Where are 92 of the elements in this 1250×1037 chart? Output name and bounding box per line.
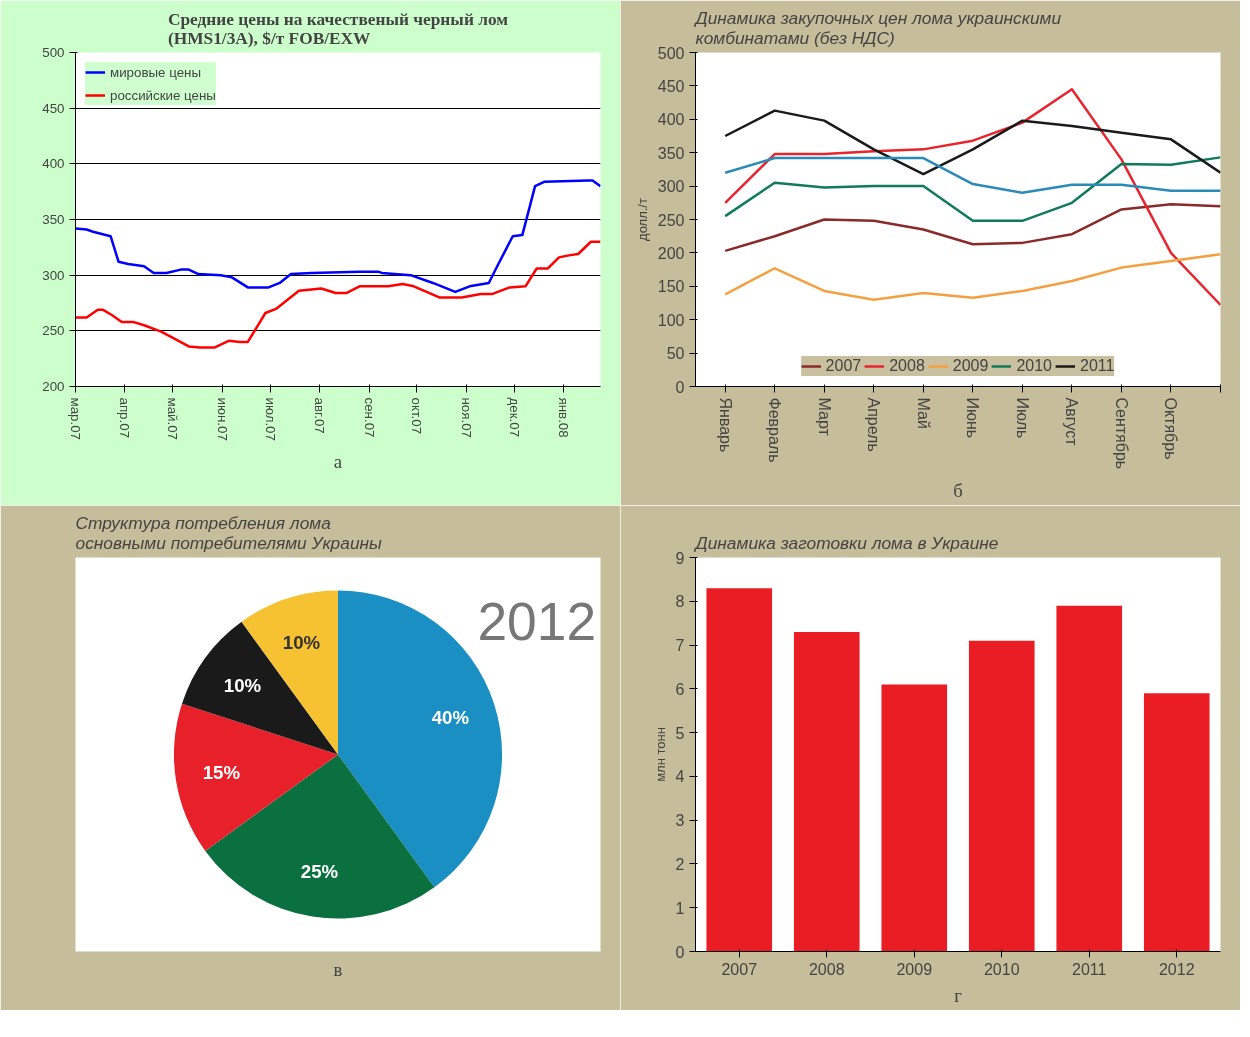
y-tick-label: 7 — [675, 637, 685, 655]
y-tick-label: 200 — [657, 244, 685, 262]
legend-label: 2007 — [825, 357, 862, 375]
y-tick-label: 2 — [675, 855, 685, 873]
chart-title: Динамика закупочных цен лома украинскими комбинатами (без НДС) — [693, 7, 1062, 48]
chart-title: Средние цены на качественый черный лом (HMS1/3A), $/т FOB/EXW — [167, 9, 509, 48]
y-tick-label: 5 — [675, 724, 685, 742]
x-tick-label: мар.07 — [68, 397, 83, 441]
text: г — [954, 984, 963, 1006]
bar — [968, 640, 1035, 952]
y-tick-label: 450 — [657, 77, 685, 95]
y-tick-label: 8 — [675, 593, 685, 611]
y-tick-label: 300 — [657, 178, 685, 196]
line-series — [75, 179, 601, 294]
data-label: 40% — [431, 707, 470, 729]
text: б — [953, 479, 963, 501]
bar — [793, 631, 860, 952]
x-tick-label: апр.07 — [117, 397, 133, 439]
x-tick-label: 2010 — [983, 960, 1020, 978]
x-tick-label: ноя.07 — [458, 397, 474, 439]
y-tick-label: 250 — [657, 211, 685, 229]
x-tick-label: Март — [815, 397, 833, 437]
text: а — [333, 450, 343, 472]
line-series — [723, 202, 1221, 253]
y-tick-label: 500 — [42, 45, 65, 60]
bar — [706, 588, 773, 952]
x-tick-label: Май — [914, 397, 932, 429]
line-series — [723, 87, 1221, 307]
x-tick-label: 2012 — [1158, 960, 1195, 978]
x-tick-label: Январь — [716, 397, 734, 453]
y-tick-label: 0 — [675, 943, 685, 961]
y-axis-title: долл./т — [634, 198, 650, 241]
x-tick-label: Август — [1063, 397, 1081, 447]
x-tick-label: май.07 — [165, 397, 181, 441]
legend-label: 2010 — [1016, 357, 1052, 375]
y-tick-label: 400 — [657, 111, 685, 129]
x-tick-label: Июнь — [964, 397, 982, 439]
data-label: 10% — [282, 631, 321, 653]
line-series — [723, 109, 1221, 176]
y-tick-label: 6 — [675, 680, 685, 698]
chart-title: Структура потребления лома основными потребителями Украины — [75, 512, 383, 553]
line-series — [723, 156, 1221, 223]
chart-title: Динамика заготовки лома в Украине — [693, 532, 999, 553]
line-series — [75, 240, 601, 349]
data-label: 25% — [300, 860, 339, 882]
x-tick-label: Февраль — [766, 397, 784, 463]
x-tick-label: Июль — [1013, 397, 1031, 439]
y-tick-label: 400 — [42, 156, 65, 172]
line-series — [723, 252, 1221, 301]
legend-label: 2009 — [952, 357, 989, 375]
y-tick-label: 1 — [675, 899, 685, 917]
x-tick-label: окт.07 — [409, 397, 425, 435]
x-tick-label: 2009 — [896, 960, 933, 978]
legend-label: мировые цены — [110, 64, 202, 80]
y-tick-label: 150 — [657, 278, 685, 296]
legend-label: 2008 — [889, 357, 925, 375]
x-tick-label: авг.07 — [312, 397, 328, 434]
bar — [881, 684, 948, 952]
data-label: 10% — [223, 674, 262, 696]
x-tick-label: июн.07 — [214, 397, 230, 441]
text: 2012 — [477, 591, 597, 651]
y-tick-label: 500 — [657, 44, 685, 62]
y-tick-label: 200 — [42, 379, 65, 394]
y-tick-label: 0 — [675, 378, 685, 396]
x-tick-label: сен.07 — [361, 397, 377, 438]
x-tick-label: Сентябрь — [1112, 397, 1130, 470]
line-series — [723, 156, 1221, 195]
y-tick-label: 250 — [42, 323, 65, 339]
y-axis-title: млн тонн — [652, 727, 668, 782]
bar — [1056, 605, 1123, 952]
x-tick-label: дек.07 — [506, 397, 522, 438]
y-tick-label: 4 — [675, 768, 685, 786]
y-tick-label: 3 — [675, 812, 685, 830]
y-tick-label: 300 — [42, 267, 65, 283]
y-tick-label: 50 — [666, 345, 685, 363]
bar — [1143, 693, 1210, 952]
y-tick-label: 350 — [657, 144, 685, 162]
x-tick-label: Апрель — [865, 397, 883, 452]
y-tick-label: 9 — [675, 549, 685, 567]
x-tick-label: янв.08 — [556, 397, 572, 438]
y-tick-label: 450 — [42, 100, 65, 116]
x-tick-label: Октябрь — [1162, 397, 1180, 460]
x-tick-label: июл.07 — [262, 397, 278, 441]
x-tick-label: 2011 — [1072, 960, 1107, 978]
data-label: 15% — [202, 762, 241, 784]
legend-label: 2011 — [1079, 357, 1115, 375]
legend-label: российские цены — [110, 87, 216, 103]
y-tick-label: 100 — [657, 311, 685, 329]
y-tick-label: 350 — [42, 212, 65, 227]
x-tick-label: 2007 — [721, 960, 758, 978]
x-tick-label: 2008 — [808, 960, 845, 978]
text: в — [333, 958, 343, 980]
